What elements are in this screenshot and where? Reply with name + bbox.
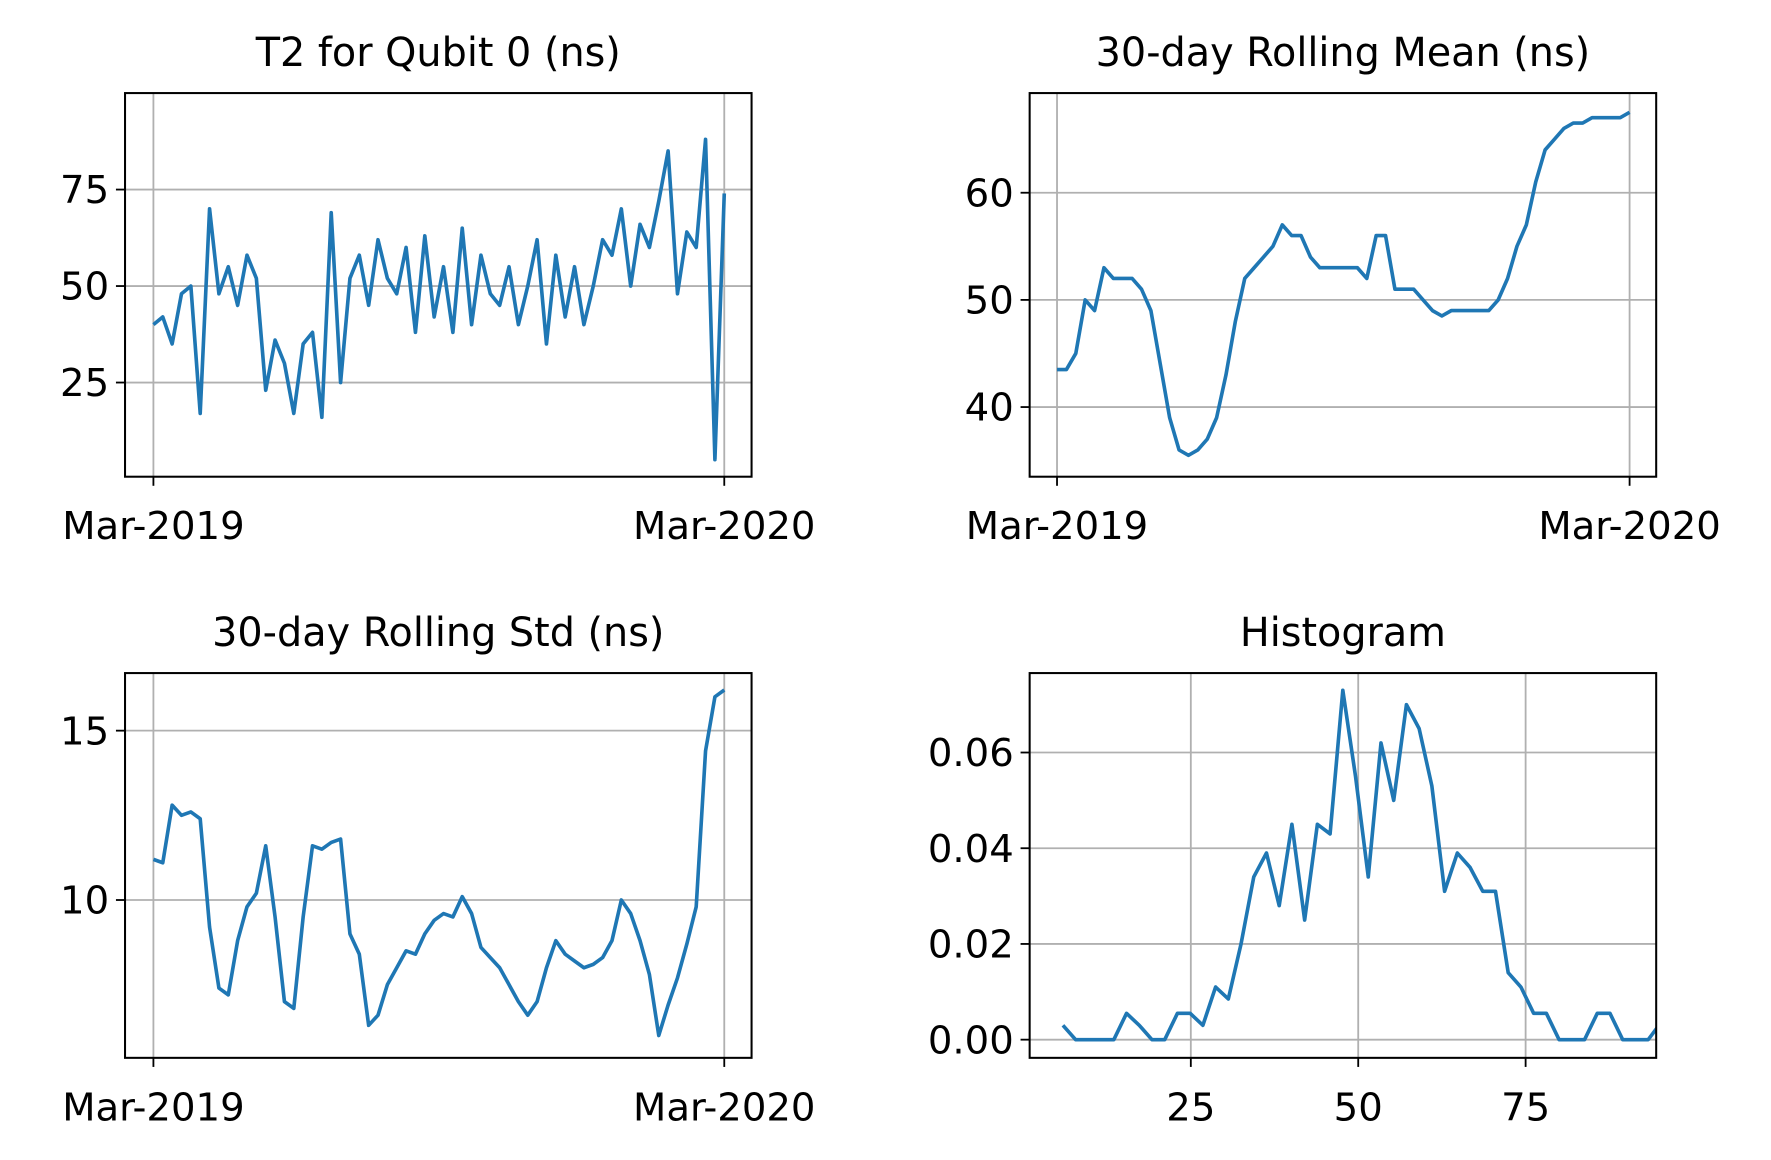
y-tick-label: 25 <box>60 361 109 406</box>
y-tick-label: 40 <box>965 386 1014 431</box>
x-tick-label: Mar-2019 <box>62 504 244 549</box>
y-tick-label: 0.04 <box>928 827 1014 872</box>
data-line <box>1061 688 1657 1042</box>
data-line <box>1057 110 1631 458</box>
y-tick-label: 0.02 <box>928 923 1014 968</box>
x-tick-label: Mar-2020 <box>1538 504 1720 549</box>
x-tick-label: 50 <box>1334 1085 1383 1130</box>
x-tick-label: Mar-2020 <box>633 1085 815 1130</box>
subplot-title: 30-day Rolling Mean (ns) <box>1096 30 1591 76</box>
subplot: T2 for Qubit 0 (ns) 25 50 75 Mar-2019 Mar-202… <box>60 30 815 549</box>
axes-frame <box>124 672 753 1059</box>
y-tick-label: 50 <box>60 265 109 310</box>
y-tick-label: 15 <box>60 709 109 754</box>
y-tick-label: 75 <box>60 168 109 213</box>
subplot-title: 30-day Rolling Std (ns) <box>212 610 664 656</box>
y-tick-label: 0.00 <box>928 1018 1014 1063</box>
subplot-title: Histogram <box>1240 610 1446 656</box>
subplot: Histogram 0.00 0.02 0.04 0.06 25 50 75 <box>928 610 1658 1130</box>
x-tick-label: Mar-2019 <box>62 1085 244 1130</box>
y-tick-label: 50 <box>965 279 1014 324</box>
subplot: 30-day Rolling Mean (ns) 40 50 60 Mar-2019 Ma… <box>965 30 1721 549</box>
subplot-title: T2 for Qubit 0 (ns) <box>255 30 621 76</box>
axes-frame <box>124 92 753 478</box>
y-tick-label: 10 <box>60 879 109 924</box>
data-line <box>152 688 726 1038</box>
x-tick-label: 25 <box>1166 1085 1215 1130</box>
x-tick-label: Mar-2020 <box>633 504 815 549</box>
y-tick-label: 0.06 <box>928 731 1014 776</box>
subplot: 30-day Rolling Std (ns) 10 15 Mar-2019 Mar-2… <box>60 610 815 1130</box>
axes-frame <box>1028 672 1658 1059</box>
y-tick-label: 60 <box>965 171 1014 216</box>
data-line <box>152 137 727 462</box>
x-tick-label: Mar-2019 <box>966 504 1148 549</box>
axes-frame <box>1028 92 1658 478</box>
x-tick-label: 75 <box>1501 1085 1550 1130</box>
